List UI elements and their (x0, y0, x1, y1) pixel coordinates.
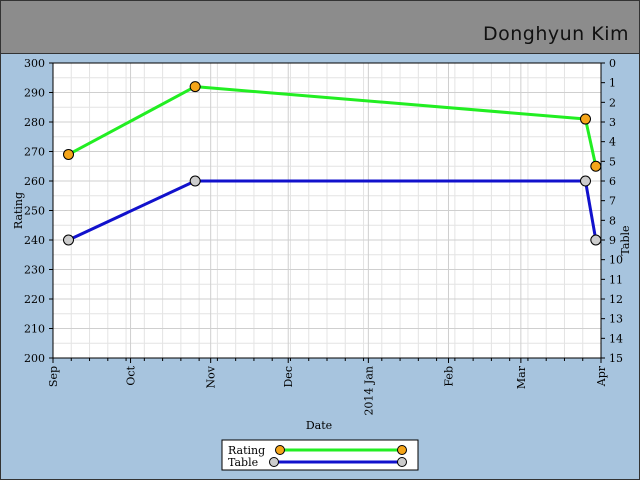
y-right-tick-label: 6 (609, 175, 616, 188)
y-right-tick-label: 13 (609, 313, 623, 326)
y-left-tick-label: 280 (24, 116, 45, 129)
data-point-table (189, 175, 201, 187)
y-right-tick-label: 0 (609, 57, 616, 70)
legend-label: Rating (228, 444, 265, 457)
x-tick-label: Apr (595, 365, 608, 387)
data-point-rating (590, 160, 602, 172)
y-left-tick-label: 210 (24, 323, 45, 336)
legend-marker (397, 445, 407, 455)
series-line-table (67, 179, 598, 242)
y-left-tick-label: 240 (24, 234, 45, 247)
data-point-rating (189, 81, 201, 93)
x-axis-label: Date (306, 419, 332, 432)
data-point-rating (63, 148, 75, 160)
y-right-tick-label: 12 (609, 293, 623, 306)
data-point-table (590, 234, 602, 246)
legend-marker (269, 457, 279, 467)
legend-label: Table (228, 456, 258, 469)
user-name: Donghyun Kim (482, 23, 629, 45)
x-tick-label: Nov (205, 365, 218, 388)
y-left-tick-label: 270 (24, 146, 45, 159)
x-tick-label: Mar (515, 365, 528, 389)
series-line-rating (67, 85, 598, 167)
y-right-tick-label: 3 (609, 116, 616, 129)
data-point-rating (579, 113, 591, 125)
x-tick-label: Oct (125, 365, 138, 385)
y-right-tick-label: 2 (609, 96, 616, 109)
y-left-axis-label: Rating (12, 192, 25, 229)
y-left-tick-label: 230 (24, 264, 45, 277)
y-left-tick-label: 290 (24, 87, 45, 100)
y-left-tick-label: 200 (24, 352, 45, 365)
x-tick-label: Dec (282, 366, 295, 388)
data-point-table (63, 234, 75, 246)
legend-marker (275, 445, 285, 455)
header-bar: Donghyun Kim (1, 1, 639, 54)
y-right-tick-label: 4 (609, 136, 616, 149)
y-right-axis-label: Table (619, 225, 632, 255)
y-right-tick-label: 5 (609, 155, 616, 168)
y-right-tick-label: 8 (609, 214, 616, 227)
legend-marker (397, 457, 407, 467)
legend (221, 439, 419, 471)
x-tick-label: 2014 Jan (362, 366, 375, 416)
y-right-tick-label: 15 (609, 352, 623, 365)
y-left-tick-label: 220 (24, 293, 45, 306)
x-tick-label: Sep (47, 366, 60, 387)
y-left-tick-label: 300 (24, 57, 45, 70)
x-tick-label: Feb (442, 366, 455, 387)
y-right-tick-label: 14 (609, 332, 623, 345)
y-left-tick-label: 260 (24, 175, 45, 188)
y-right-tick-label: 1 (609, 77, 616, 90)
y-right-tick-label: 9 (609, 234, 616, 247)
y-right-tick-label: 10 (609, 254, 623, 267)
data-point-table (579, 175, 591, 187)
y-right-tick-label: 7 (609, 195, 616, 208)
y-left-tick-label: 250 (24, 205, 45, 218)
y-right-tick-label: 11 (609, 273, 623, 286)
